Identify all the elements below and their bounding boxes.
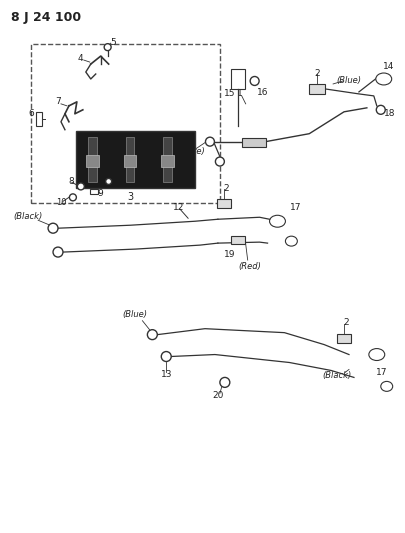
Text: (White): (White): [175, 147, 205, 156]
Ellipse shape: [369, 349, 385, 360]
Circle shape: [220, 377, 230, 387]
Circle shape: [106, 179, 112, 184]
Text: 4: 4: [78, 54, 84, 62]
Bar: [88, 136, 97, 182]
Bar: [242, 138, 266, 147]
Bar: [163, 136, 172, 182]
Bar: [36, 112, 42, 126]
Bar: [86, 155, 99, 166]
Text: 2: 2: [314, 69, 320, 77]
Text: (Black): (Black): [14, 212, 43, 221]
Text: 20: 20: [212, 391, 224, 400]
Bar: [337, 334, 351, 343]
Bar: [231, 69, 245, 89]
Text: 17: 17: [376, 368, 388, 377]
Circle shape: [53, 247, 63, 257]
Text: 2: 2: [343, 318, 349, 327]
Text: 17: 17: [290, 203, 301, 212]
Bar: [231, 236, 245, 244]
Text: 7: 7: [55, 98, 61, 107]
Bar: [309, 84, 325, 94]
Text: (Red): (Red): [238, 262, 261, 271]
Text: 9: 9: [98, 189, 104, 198]
Text: 18: 18: [384, 109, 395, 118]
Bar: [124, 155, 136, 166]
Bar: [126, 136, 134, 182]
Ellipse shape: [376, 73, 392, 85]
Circle shape: [77, 183, 84, 190]
Text: 19: 19: [224, 249, 236, 259]
Text: 1: 1: [237, 90, 243, 99]
Text: 5: 5: [111, 38, 117, 47]
Circle shape: [104, 44, 111, 51]
Ellipse shape: [381, 382, 393, 391]
Bar: [31, 44, 220, 203]
Text: 12: 12: [173, 203, 184, 212]
Circle shape: [147, 330, 157, 340]
Ellipse shape: [286, 236, 297, 246]
Text: 11: 11: [111, 173, 122, 182]
Text: 8 J 24 100: 8 J 24 100: [11, 11, 81, 25]
Text: 6: 6: [28, 109, 34, 118]
Bar: [76, 131, 195, 188]
Circle shape: [48, 223, 58, 233]
Circle shape: [205, 137, 214, 146]
Text: 13: 13: [160, 370, 172, 379]
Text: 2: 2: [223, 184, 229, 193]
Text: (Blue): (Blue): [337, 76, 362, 85]
Text: 16: 16: [257, 88, 269, 98]
Text: 14: 14: [383, 61, 394, 70]
Text: 8: 8: [68, 177, 74, 186]
Circle shape: [69, 194, 77, 201]
Bar: [90, 189, 98, 194]
Bar: [161, 155, 174, 166]
Circle shape: [161, 352, 171, 361]
Circle shape: [376, 106, 385, 114]
Text: 10: 10: [56, 198, 66, 207]
Circle shape: [250, 77, 259, 85]
Bar: [217, 199, 231, 208]
Ellipse shape: [270, 215, 286, 227]
Text: 15: 15: [224, 90, 236, 99]
Circle shape: [215, 157, 224, 166]
Text: 3: 3: [128, 192, 134, 203]
Text: (Black): (Black): [322, 371, 352, 380]
Text: (Blue): (Blue): [122, 310, 147, 319]
